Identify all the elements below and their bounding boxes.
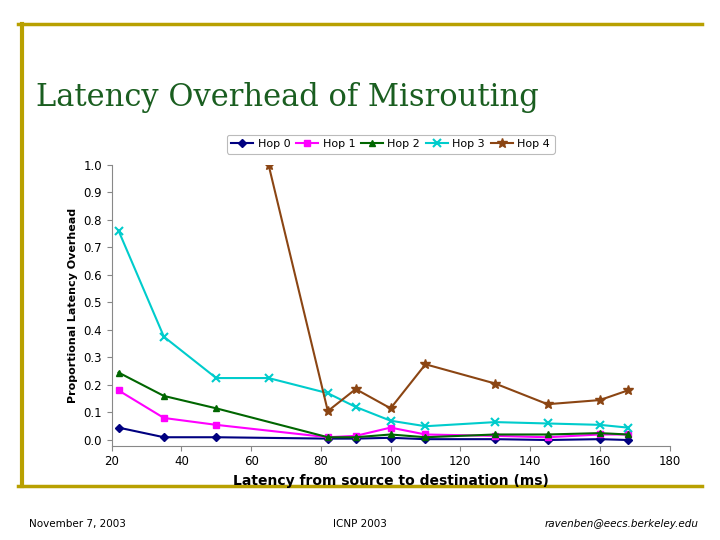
Hop 0 [323, 435, 332, 442]
Hop 0 [624, 437, 632, 443]
Y-axis label: Proportional Latency Overhead: Proportional Latency Overhead [68, 207, 78, 403]
Hop 1 [114, 387, 123, 394]
Hop 4 [595, 397, 604, 403]
Hop 2 [595, 430, 604, 436]
Line: Hop 3: Hop 3 [114, 227, 632, 432]
Hop 3 [212, 375, 220, 381]
Hop 1 [212, 422, 220, 428]
Hop 1 [543, 434, 552, 441]
Hop 1 [387, 424, 395, 431]
Hop 4 [624, 387, 632, 394]
Text: November 7, 2003: November 7, 2003 [29, 519, 126, 529]
Hop 1 [351, 433, 360, 439]
Legend: Hop 0, Hop 1, Hop 2, Hop 3, Hop 4: Hop 0, Hop 1, Hop 2, Hop 3, Hop 4 [227, 134, 554, 153]
Hop 1 [624, 431, 632, 438]
Hop 4 [323, 408, 332, 414]
Hop 0 [114, 424, 123, 431]
Hop 3 [595, 422, 604, 428]
Hop 2 [114, 369, 123, 376]
Hop 1 [323, 434, 332, 441]
Hop 4 [387, 405, 395, 411]
Text: ICNP 2003: ICNP 2003 [333, 519, 387, 529]
Hop 4 [351, 386, 360, 392]
Hop 0 [421, 436, 430, 442]
Hop 3 [387, 417, 395, 424]
Hop 3 [114, 227, 123, 234]
Hop 1 [160, 415, 168, 421]
Hop 2 [624, 431, 632, 438]
Hop 3 [624, 424, 632, 431]
Hop 0 [160, 434, 168, 441]
Hop 2 [491, 431, 500, 438]
Hop 0 [351, 435, 360, 442]
Hop 1 [421, 431, 430, 438]
Line: Hop 1: Hop 1 [116, 388, 631, 440]
Hop 3 [351, 404, 360, 410]
Hop 2 [323, 434, 332, 441]
Hop 2 [421, 434, 430, 441]
Hop 0 [543, 437, 552, 443]
Hop 0 [212, 434, 220, 441]
Hop 2 [387, 431, 395, 438]
Hop 3 [543, 420, 552, 427]
Hop 4 [491, 380, 500, 387]
Hop 3 [160, 334, 168, 340]
Hop 4 [421, 361, 430, 368]
Hop 2 [212, 405, 220, 411]
Hop 0 [595, 436, 604, 442]
Hop 1 [491, 433, 500, 439]
Hop 3 [421, 423, 430, 429]
Line: Hop 2: Hop 2 [115, 369, 631, 441]
Hop 0 [387, 435, 395, 441]
Hop 2 [543, 431, 552, 438]
Hop 3 [264, 375, 273, 381]
Hop 4 [264, 161, 273, 168]
Text: Latency Overhead of Misrouting: Latency Overhead of Misrouting [36, 83, 539, 113]
Hop 0 [491, 436, 500, 442]
Hop 2 [351, 434, 360, 441]
X-axis label: Latency from source to destination (ms): Latency from source to destination (ms) [233, 474, 549, 488]
Text: ravenben@eecs.berkeley.edu: ravenben@eecs.berkeley.edu [544, 519, 698, 529]
Hop 1 [595, 431, 604, 438]
Hop 3 [491, 419, 500, 426]
Line: Hop 4: Hop 4 [264, 160, 633, 416]
Hop 2 [160, 393, 168, 399]
Hop 4 [543, 401, 552, 408]
Line: Hop 0: Hop 0 [116, 425, 631, 443]
Hop 3 [323, 390, 332, 396]
